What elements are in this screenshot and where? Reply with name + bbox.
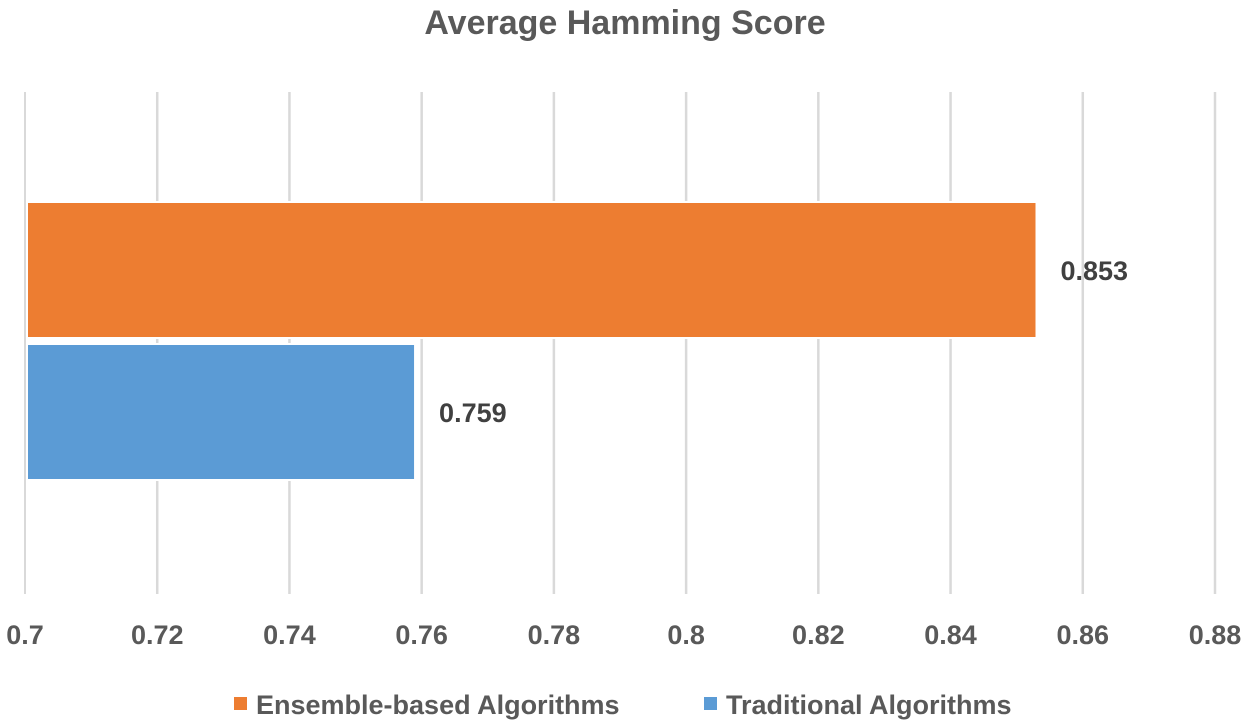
x-tick-label: 0.84	[924, 620, 977, 650]
x-tick-label: 0.7	[6, 620, 44, 650]
x-tick-label: 0.72	[131, 620, 184, 650]
x-tick-label: 0.78	[528, 620, 581, 650]
legend: Ensemble-based Algorithms Traditional Alg…	[234, 690, 1012, 720]
bar-ensemble	[26, 201, 1038, 339]
bars: 0.853 0.759	[26, 201, 1129, 481]
gridlines	[155, 92, 1217, 594]
data-label-ensemble: 0.853	[1061, 256, 1129, 286]
legend-label: Ensemble-based Algorithms	[256, 690, 620, 720]
bar-traditional	[26, 343, 417, 481]
x-tick-label: 0.76	[395, 620, 448, 650]
x-tick-label: 0.74	[263, 620, 316, 650]
x-tick-label: 0.8	[667, 620, 705, 650]
legend-swatch	[704, 697, 717, 710]
x-tick-label: 0.82	[792, 620, 845, 650]
legend-swatch	[234, 697, 247, 710]
x-tick-label: 0.88	[1189, 620, 1242, 650]
legend-label: Traditional Algorithms	[726, 690, 1012, 720]
chart-title: Average Hamming Score	[424, 4, 825, 42]
x-tick-label: 0.86	[1056, 620, 1109, 650]
data-label-traditional: 0.759	[439, 398, 507, 428]
x-axis-tick-labels: 0.7 0.72 0.74 0.76 0.78 0.8 0.82 0.84 0.86 0.88	[6, 620, 1241, 650]
